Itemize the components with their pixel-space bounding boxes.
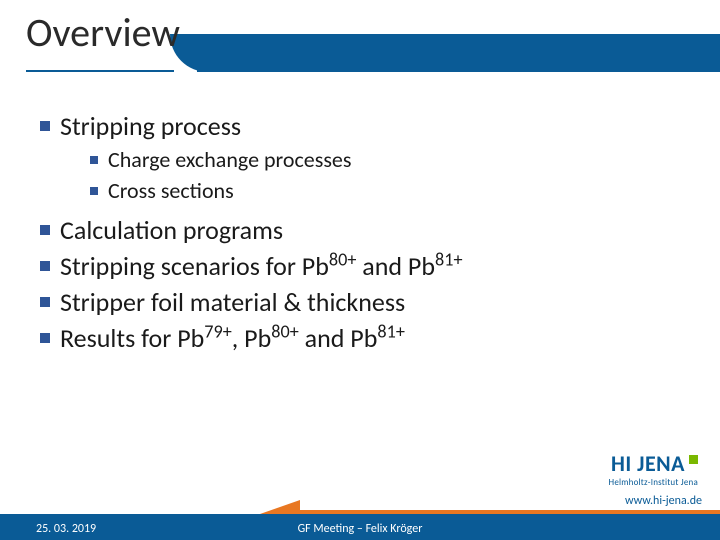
bullet-lvl1: Stripper foil material & thickness [40,286,690,318]
bullet-lvl1: Stripping scenarios for Pb80+ and Pb81+ [40,250,690,282]
logo-main-text: HI JENA [609,453,698,475]
bullet-text: Stripping process [60,110,241,142]
bullet-text: Cross sections [108,177,234,204]
slide: Overview Stripping process Charge exchan… [0,0,720,540]
bullet-text: Stripper foil material & thickness [60,286,405,318]
square-bullet-icon [90,187,98,195]
footer-url: www.hi-jena.de [625,494,702,508]
hi-jena-logo: HI JENA Helmholtz-Institut Jena [609,453,698,488]
square-bullet-icon [40,333,50,343]
footer-orange-wedge-icon [260,500,300,514]
bullet-text: Stripping scenarios for Pb80+ and Pb81+ [60,250,463,282]
bullet-lvl1: Results for Pb79+, Pb80+ and Pb81+ [40,322,690,354]
footer-center-text: GF Meeting – Felix Kröger [0,522,720,536]
square-bullet-icon [40,261,50,271]
bullet-lvl1: Stripping process [40,110,690,142]
title-bar: Overview [0,16,720,66]
square-bullet-icon [40,121,50,131]
title-band [197,34,720,72]
logo-green-square-icon [689,455,698,464]
footer-band: 25. 03. 2019 GF Meeting – Felix Kröger [0,514,720,540]
title-underline [26,70,174,72]
logo-text: HI JENA [611,450,685,477]
slide-title: Overview [26,8,180,57]
square-bullet-icon [40,225,50,235]
body-content: Stripping process Charge exchange proces… [30,110,690,358]
bullet-text: Charge exchange processes [108,146,351,173]
bullet-text: Calculation programs [60,214,283,246]
bullet-lvl2: Cross sections [90,177,690,204]
bullet-text: Results for Pb79+, Pb80+ and Pb81+ [60,322,405,354]
bullet-lvl1: Calculation programs [40,214,690,246]
square-bullet-icon [40,297,50,307]
bullet-lvl2: Charge exchange processes [90,146,690,173]
logo-subtitle: Helmholtz-Institut Jena [609,477,698,488]
square-bullet-icon [90,156,98,164]
